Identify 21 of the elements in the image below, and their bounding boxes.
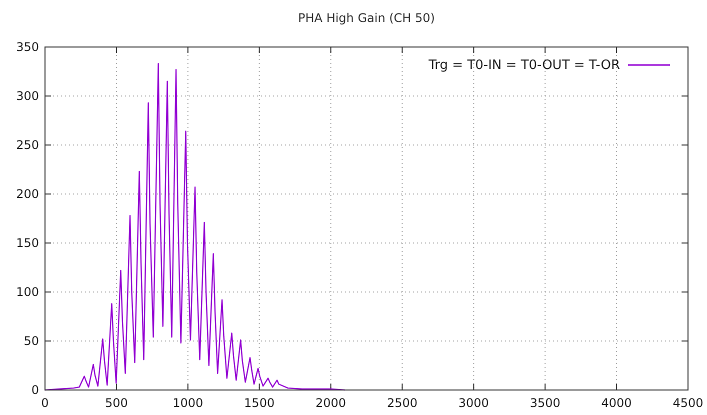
x-tick-label: 4000 <box>601 396 632 410</box>
y-tick-label: 250 <box>16 138 39 152</box>
x-tick-label: 2500 <box>386 396 418 410</box>
y-tick-label: 350 <box>16 40 39 54</box>
legend-label: Trg = T0-IN = T0-OUT = T-OR <box>428 58 620 73</box>
y-tick-label: 50 <box>24 334 39 348</box>
y-tick-label: 0 <box>31 383 39 397</box>
x-tick-label: 1500 <box>244 396 275 410</box>
y-tick-label: 100 <box>16 285 39 299</box>
x-tick-label: 2000 <box>316 396 346 410</box>
chart-title: PHA High Gain (CH 50) <box>298 11 435 25</box>
x-tick-label: 1000 <box>172 396 204 410</box>
line-series <box>44 63 346 391</box>
x-tick-label: 500 <box>104 396 128 410</box>
x-tick-label: 0 <box>41 396 49 410</box>
y-tick-label: 300 <box>16 89 39 103</box>
x-tick-label: 3000 <box>458 396 489 410</box>
x-tick-label: 3500 <box>530 396 560 410</box>
x-tick-label: 4500 <box>672 396 704 410</box>
y-tick-label: 150 <box>16 236 39 250</box>
y-tick-label: 200 <box>16 187 39 201</box>
